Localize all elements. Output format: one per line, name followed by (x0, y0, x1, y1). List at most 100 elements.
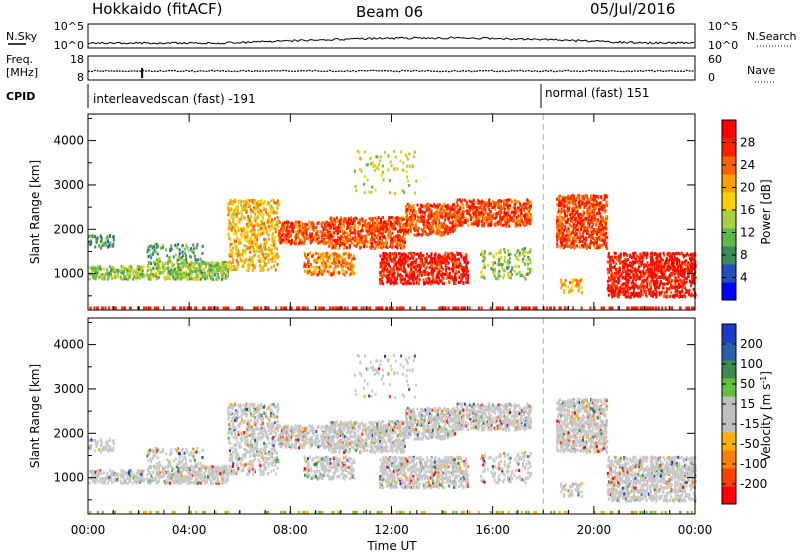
power-point (427, 233, 430, 237)
power-point (585, 231, 588, 235)
power-point (401, 253, 404, 257)
power-point (189, 276, 192, 280)
power-point (234, 215, 237, 219)
power-point (599, 206, 602, 210)
power-point (317, 233, 320, 237)
power-point (332, 218, 335, 222)
power-point (100, 239, 103, 243)
power-point (260, 210, 263, 214)
power-point (316, 260, 319, 264)
power-point (430, 228, 433, 232)
power-point (576, 210, 579, 214)
power-point (252, 268, 255, 272)
power-point (352, 241, 355, 245)
power-point (94, 245, 97, 249)
power-point (392, 227, 395, 231)
power-point (349, 221, 352, 225)
power-point (187, 267, 190, 271)
power-point (458, 260, 461, 264)
power-point (602, 236, 605, 240)
power-point (352, 222, 355, 226)
power-point (417, 232, 420, 236)
power-point (277, 229, 280, 233)
power-point (266, 218, 269, 222)
power-point (600, 232, 603, 236)
power-point (498, 198, 501, 202)
power-point (459, 207, 462, 211)
power-point (261, 202, 264, 206)
power-point (406, 274, 409, 278)
power-point (388, 259, 391, 263)
power-point (447, 275, 450, 279)
power-point (245, 203, 248, 207)
power-point (355, 240, 358, 244)
power-point (406, 230, 409, 234)
power-point (427, 276, 430, 280)
power-point (350, 269, 353, 273)
power-point (378, 235, 381, 239)
power-point (433, 268, 436, 272)
power-point (266, 203, 269, 207)
power-point (391, 268, 394, 272)
power-point (605, 195, 608, 199)
power-point (204, 277, 207, 281)
power-point (339, 238, 342, 242)
power-point (249, 221, 252, 225)
power-point (107, 245, 110, 249)
freq-left-tick-top: 18 (70, 53, 84, 66)
power-point (603, 219, 606, 223)
power-point (447, 261, 450, 265)
power-point (399, 273, 402, 277)
power-point (411, 211, 414, 215)
power-point (568, 207, 571, 211)
power-point (251, 240, 254, 244)
power-point (394, 217, 397, 221)
power-point (302, 231, 305, 235)
power-point (217, 275, 220, 279)
power-point (436, 230, 439, 234)
power-point (287, 229, 290, 233)
power-point (574, 198, 577, 202)
power-point (499, 215, 502, 219)
power-point (332, 223, 335, 227)
power-scatter (88, 114, 697, 310)
power-point (432, 225, 435, 229)
power-point (444, 205, 447, 209)
freq-right-tick-bottom: 0 (708, 71, 715, 84)
power-point (443, 261, 446, 265)
power-point (271, 206, 274, 210)
power-point (560, 215, 563, 219)
power-point (524, 217, 527, 221)
power-point (253, 228, 256, 232)
power-point (584, 239, 587, 243)
power-point (405, 223, 408, 227)
power-point (445, 207, 448, 211)
power-point (98, 244, 101, 248)
power-point (353, 243, 356, 247)
power-point (190, 270, 193, 274)
power-point (176, 245, 179, 249)
power-point (573, 195, 576, 199)
power-point (246, 268, 249, 272)
power-point (98, 267, 101, 271)
power-point (522, 257, 525, 261)
power-point (217, 277, 220, 281)
power-point (408, 203, 411, 207)
power-point (274, 260, 277, 264)
power-point (445, 268, 448, 272)
power-point (563, 225, 566, 229)
power-point (94, 277, 97, 281)
power-point (286, 220, 289, 224)
power-point (500, 256, 503, 260)
power-point (589, 209, 592, 213)
power-point (432, 205, 435, 209)
power-point (249, 204, 252, 208)
power-point (186, 278, 189, 282)
power-point (166, 271, 169, 275)
power-point (243, 208, 246, 212)
power-point (463, 266, 466, 270)
power-point (259, 244, 262, 248)
power-point (503, 210, 506, 214)
power-point (310, 239, 313, 243)
power-point (426, 220, 429, 224)
